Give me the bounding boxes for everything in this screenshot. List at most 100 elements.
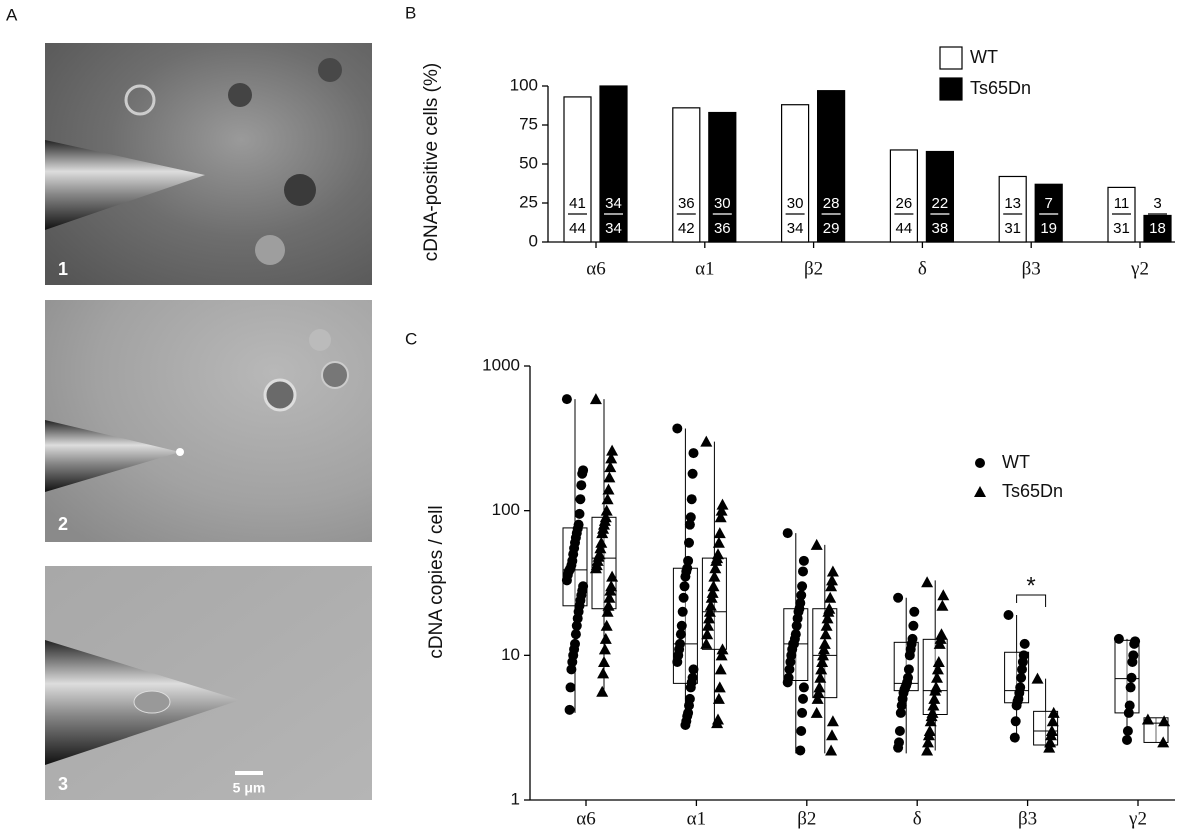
data-point <box>596 685 609 697</box>
data-point <box>922 729 935 741</box>
panel-label: A <box>6 5 18 24</box>
data-point <box>684 519 695 530</box>
photo: 2 <box>45 300 372 542</box>
data-point <box>704 599 717 611</box>
data-point <box>1017 656 1028 667</box>
bar <box>1107 186 1136 243</box>
data-point <box>565 682 576 693</box>
data-point <box>576 480 587 491</box>
fraction-denominator: 36 <box>714 220 731 237</box>
data-point <box>710 554 723 566</box>
bar <box>1034 183 1063 243</box>
data-point <box>598 655 610 667</box>
data-point <box>815 663 828 675</box>
data-point <box>601 605 614 617</box>
data-point <box>936 599 949 611</box>
data-point <box>600 504 613 516</box>
x-tick-label: β3 <box>1022 258 1041 279</box>
data-point <box>715 504 728 516</box>
data-point <box>934 632 947 644</box>
data-point <box>935 628 948 640</box>
data-point <box>715 649 728 661</box>
data-point <box>810 538 823 550</box>
fraction-denominator: 34 <box>787 220 804 237</box>
x-tick-label: α1 <box>695 258 714 279</box>
data-point <box>714 511 727 523</box>
data-point <box>816 655 829 667</box>
data-point <box>688 448 699 459</box>
bar <box>599 85 628 243</box>
data-point <box>707 580 720 592</box>
data-point <box>796 725 807 736</box>
x-tick-label: β3 <box>1018 808 1037 829</box>
y-tick-label: 100 <box>492 500 520 519</box>
data-point <box>574 508 585 519</box>
data-point <box>708 570 721 582</box>
data-point <box>1016 672 1027 683</box>
data-point <box>561 575 572 586</box>
fraction-numerator: 36 <box>678 195 695 212</box>
data-point <box>813 681 826 693</box>
photo-label: 1 <box>58 259 68 279</box>
data-point <box>577 468 588 479</box>
data-point <box>825 580 838 592</box>
data-point <box>1126 672 1137 683</box>
data-point <box>677 606 688 617</box>
data-point <box>589 393 602 405</box>
bar <box>1143 214 1172 243</box>
data-point <box>685 682 696 693</box>
data-point <box>1122 725 1133 736</box>
data-point <box>937 589 950 601</box>
x-tick-label: γ2 <box>1130 258 1149 279</box>
data-point <box>688 664 699 675</box>
significance-bracket <box>1016 594 1047 607</box>
data-point <box>675 629 686 640</box>
data-point <box>711 717 724 729</box>
bar <box>563 96 592 243</box>
fraction-numerator: 11 <box>1114 195 1130 212</box>
data-point <box>706 586 719 598</box>
data-point <box>684 700 694 711</box>
x-tick-label: α6 <box>586 258 605 279</box>
fraction-numerator: 28 <box>823 195 840 212</box>
data-point <box>1031 672 1044 684</box>
data-point <box>929 684 942 696</box>
data-point <box>785 656 796 667</box>
data-point <box>1113 633 1124 644</box>
y-axis-label: cDNA-positive cells (%) <box>421 63 442 261</box>
photo: 3 5 μm <box>45 566 372 800</box>
fraction-numerator: 26 <box>896 195 913 212</box>
data-point <box>570 629 581 640</box>
data-point <box>1043 741 1056 753</box>
legend-label: WT <box>1002 452 1030 472</box>
data-point <box>893 742 904 753</box>
data-point <box>1122 734 1132 745</box>
data-point <box>598 643 611 655</box>
data-point <box>797 707 808 718</box>
fraction-denominator: 34 <box>605 220 622 237</box>
data-point <box>792 613 803 624</box>
data-point <box>571 620 582 631</box>
legend-marker <box>975 458 985 468</box>
legend-label: Ts65Dn <box>1002 481 1063 501</box>
x-tick-label: δ <box>913 808 922 829</box>
fraction-numerator: 30 <box>787 195 804 212</box>
data-point <box>810 706 823 718</box>
data-point <box>820 619 833 631</box>
photo-label: 2 <box>58 514 68 534</box>
data-point <box>798 693 808 704</box>
bar <box>998 175 1027 243</box>
data-point <box>818 637 831 649</box>
fraction-denominator: 31 <box>1113 220 1130 237</box>
bar <box>925 150 955 243</box>
fraction-denominator: 18 <box>1149 220 1166 237</box>
scale-bar-label: 5 μm <box>233 780 266 796</box>
x-tick-label: δ <box>918 258 927 279</box>
data-point <box>925 710 938 722</box>
data-point <box>1011 700 1022 711</box>
bar <box>889 149 919 243</box>
data-point <box>672 656 683 667</box>
x-tick-label: β2 <box>804 258 823 279</box>
data-point <box>575 494 586 505</box>
data-point <box>894 725 905 736</box>
